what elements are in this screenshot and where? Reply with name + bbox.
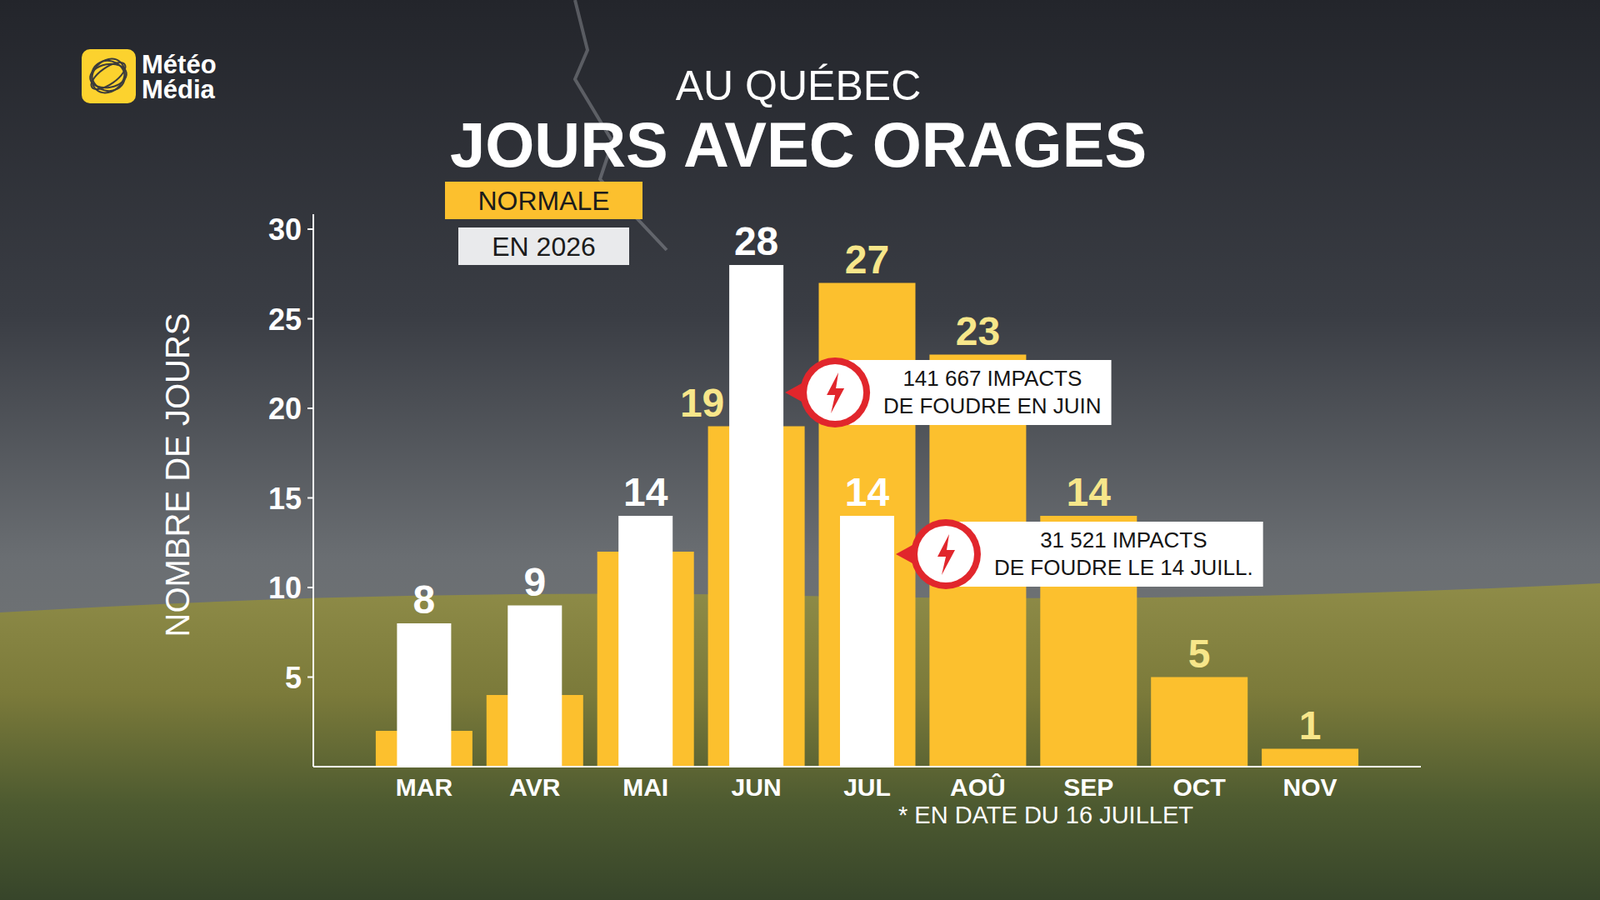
y-tick <box>307 676 314 679</box>
bar <box>396 623 451 767</box>
y-tick-label: 5 <box>285 660 302 695</box>
bar <box>618 515 673 767</box>
annotation-text: 31 521 IMPACTS <box>1040 527 1207 553</box>
x-tick-label: JUL <box>843 773 891 801</box>
y-tick <box>307 407 314 410</box>
annotation: 31 521 IMPACTSDE FOUDRE LE 14 JUILL. <box>895 519 1264 590</box>
x-tick-label: NOV <box>1283 773 1338 801</box>
x-tick-label: AVR <box>509 773 560 801</box>
x-tick-label: AOÛ <box>950 773 1006 801</box>
y-tick <box>307 586 314 589</box>
bar <box>819 283 916 768</box>
annotation-icon-ring <box>800 357 870 428</box>
footnote: * EN DATE DU 16 JUILLET <box>898 801 1194 829</box>
x-tick-label: JUN <box>731 773 782 801</box>
y-tick-label: 25 <box>268 302 302 337</box>
annotation-icon-bolt <box>937 534 955 575</box>
annotation-box <box>945 521 1264 587</box>
y-tick <box>307 228 314 230</box>
annotation-icon-inner <box>806 364 864 421</box>
bar <box>1261 749 1359 768</box>
axes: 51015202530MARAVRMAIJUNJULAOÛSEPOCTNOVNO… <box>159 212 1421 801</box>
legend: NORMALE EN 2026 <box>445 181 643 265</box>
x-tick-label: MAR <box>395 773 454 801</box>
x-tick-label: OCT <box>1173 773 1226 801</box>
logo-swirl <box>85 52 132 100</box>
background-sky <box>0 0 1600 900</box>
logo-text: Média <box>141 75 216 105</box>
annotation-text: DE FOUDRE EN JUIN <box>883 393 1101 419</box>
data-label: 9 <box>523 560 546 605</box>
data-label: 27 <box>845 237 890 282</box>
annotation: 141 667 IMPACTSDE FOUDRE EN JUIN <box>785 357 1111 428</box>
bars <box>375 265 1359 767</box>
data-label: 14 <box>623 470 669 515</box>
logo-swirl <box>88 56 129 95</box>
x-axis-line <box>313 765 1421 768</box>
data-label: 23 <box>955 309 1000 354</box>
data-label: 14 <box>1066 470 1112 515</box>
logo-badge <box>81 49 136 104</box>
data-label: 8 <box>413 577 436 622</box>
legend-swatch <box>445 181 643 220</box>
data-label: 1 <box>1299 703 1322 748</box>
subtitle: AU QUÉBEC <box>675 62 922 110</box>
annotation-icon-inner <box>917 525 975 583</box>
y-axis-title: NOMBRE DE JOURS <box>159 313 196 638</box>
y-tick <box>307 318 314 320</box>
bar <box>1150 677 1248 768</box>
annotation-icon-bolt <box>826 372 845 414</box>
bar <box>729 265 784 767</box>
annotation-text: DE FOUDRE LE 14 JUILL. <box>994 555 1254 580</box>
x-tick-label: SEP <box>1063 773 1114 801</box>
annotation-icon-ring <box>910 519 981 590</box>
y-tick-label: 15 <box>268 481 302 516</box>
y-tick-label: 20 <box>268 391 302 426</box>
y-tick-label: 30 <box>268 212 302 247</box>
legend-label: NORMALE <box>477 185 610 216</box>
data-label: 28 <box>734 219 779 264</box>
x-tick-label: MAI <box>622 773 669 801</box>
legend-label: EN 2026 <box>491 231 596 262</box>
bar <box>840 515 895 767</box>
chart-root: MétéoMédiaAU QUÉBECJOURS AVEC ORAGESNORM… <box>0 0 1600 900</box>
annotation-text: 141 667 IMPACTS <box>902 365 1082 391</box>
logo: MétéoMédia <box>81 49 217 105</box>
y-axis-line <box>312 214 315 767</box>
data-label: 5 <box>1188 631 1211 676</box>
title: JOURS AVEC ORAGES <box>450 109 1147 180</box>
y-tick-label: 10 <box>268 570 302 605</box>
data-labels: 19 27 23 14 5 1 8 9 14 28 14 <box>413 219 1322 748</box>
y-tick <box>307 497 314 500</box>
data-label: 19 <box>680 380 725 425</box>
data-label: 14 <box>845 470 890 515</box>
logo-swirl <box>87 57 130 95</box>
legend-swatch <box>458 227 630 265</box>
bar <box>507 605 562 768</box>
annotation-box <box>835 360 1111 425</box>
